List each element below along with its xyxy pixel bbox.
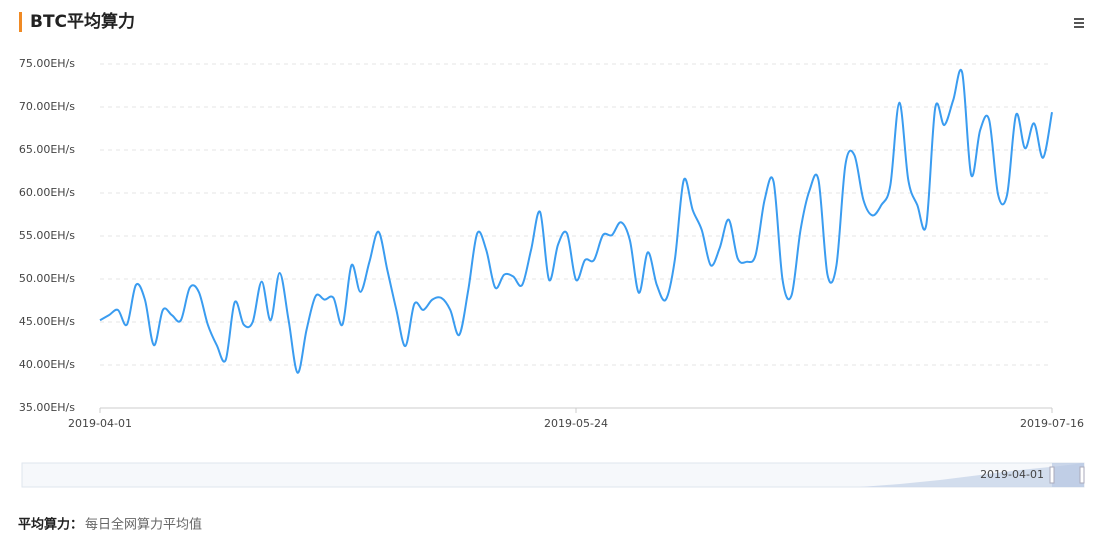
y-tick-label: 50.00EH/s [19,272,75,285]
menu-bar [1074,18,1084,20]
x-tick-label: 2019-05-24 [544,417,608,430]
zoom-preview [860,463,1084,487]
menu-bar [1074,26,1084,28]
menu-button[interactable] [1072,16,1086,30]
title-accent [19,12,22,32]
note-text: 每日全网算力平均值 [85,517,202,533]
y-tick-label: 70.00EH/s [19,100,75,113]
chart-title: BTC平均算力 [30,11,135,32]
zoom-handle[interactable] [1079,466,1085,484]
y-tick-label: 45.00EH/s [19,315,75,328]
x-tick-label: 2019-07-16 [1020,417,1084,430]
data-zoom[interactable]: 2019-04-01 [21,462,1085,488]
y-tick-label: 35.00EH/s [19,401,75,414]
y-tick-label: 55.00EH/s [19,229,75,242]
data-line [99,68,1053,374]
zoom-label: 2019-04-01 [980,468,1044,481]
zoom-handle[interactable] [1049,466,1055,484]
zoom-track[interactable] [21,462,1085,488]
y-tick-label: 65.00EH/s [19,143,75,156]
note-label: 平均算力： [18,517,83,533]
menu-bar [1074,22,1084,24]
zoom-window[interactable] [1052,463,1084,487]
y-tick-label: 40.00EH/s [19,358,75,371]
x-tick-label: 2019-04-01 [68,417,132,430]
y-tick-label: 75.00EH/s [19,57,75,70]
y-tick-label: 60.00EH/s [19,186,75,199]
